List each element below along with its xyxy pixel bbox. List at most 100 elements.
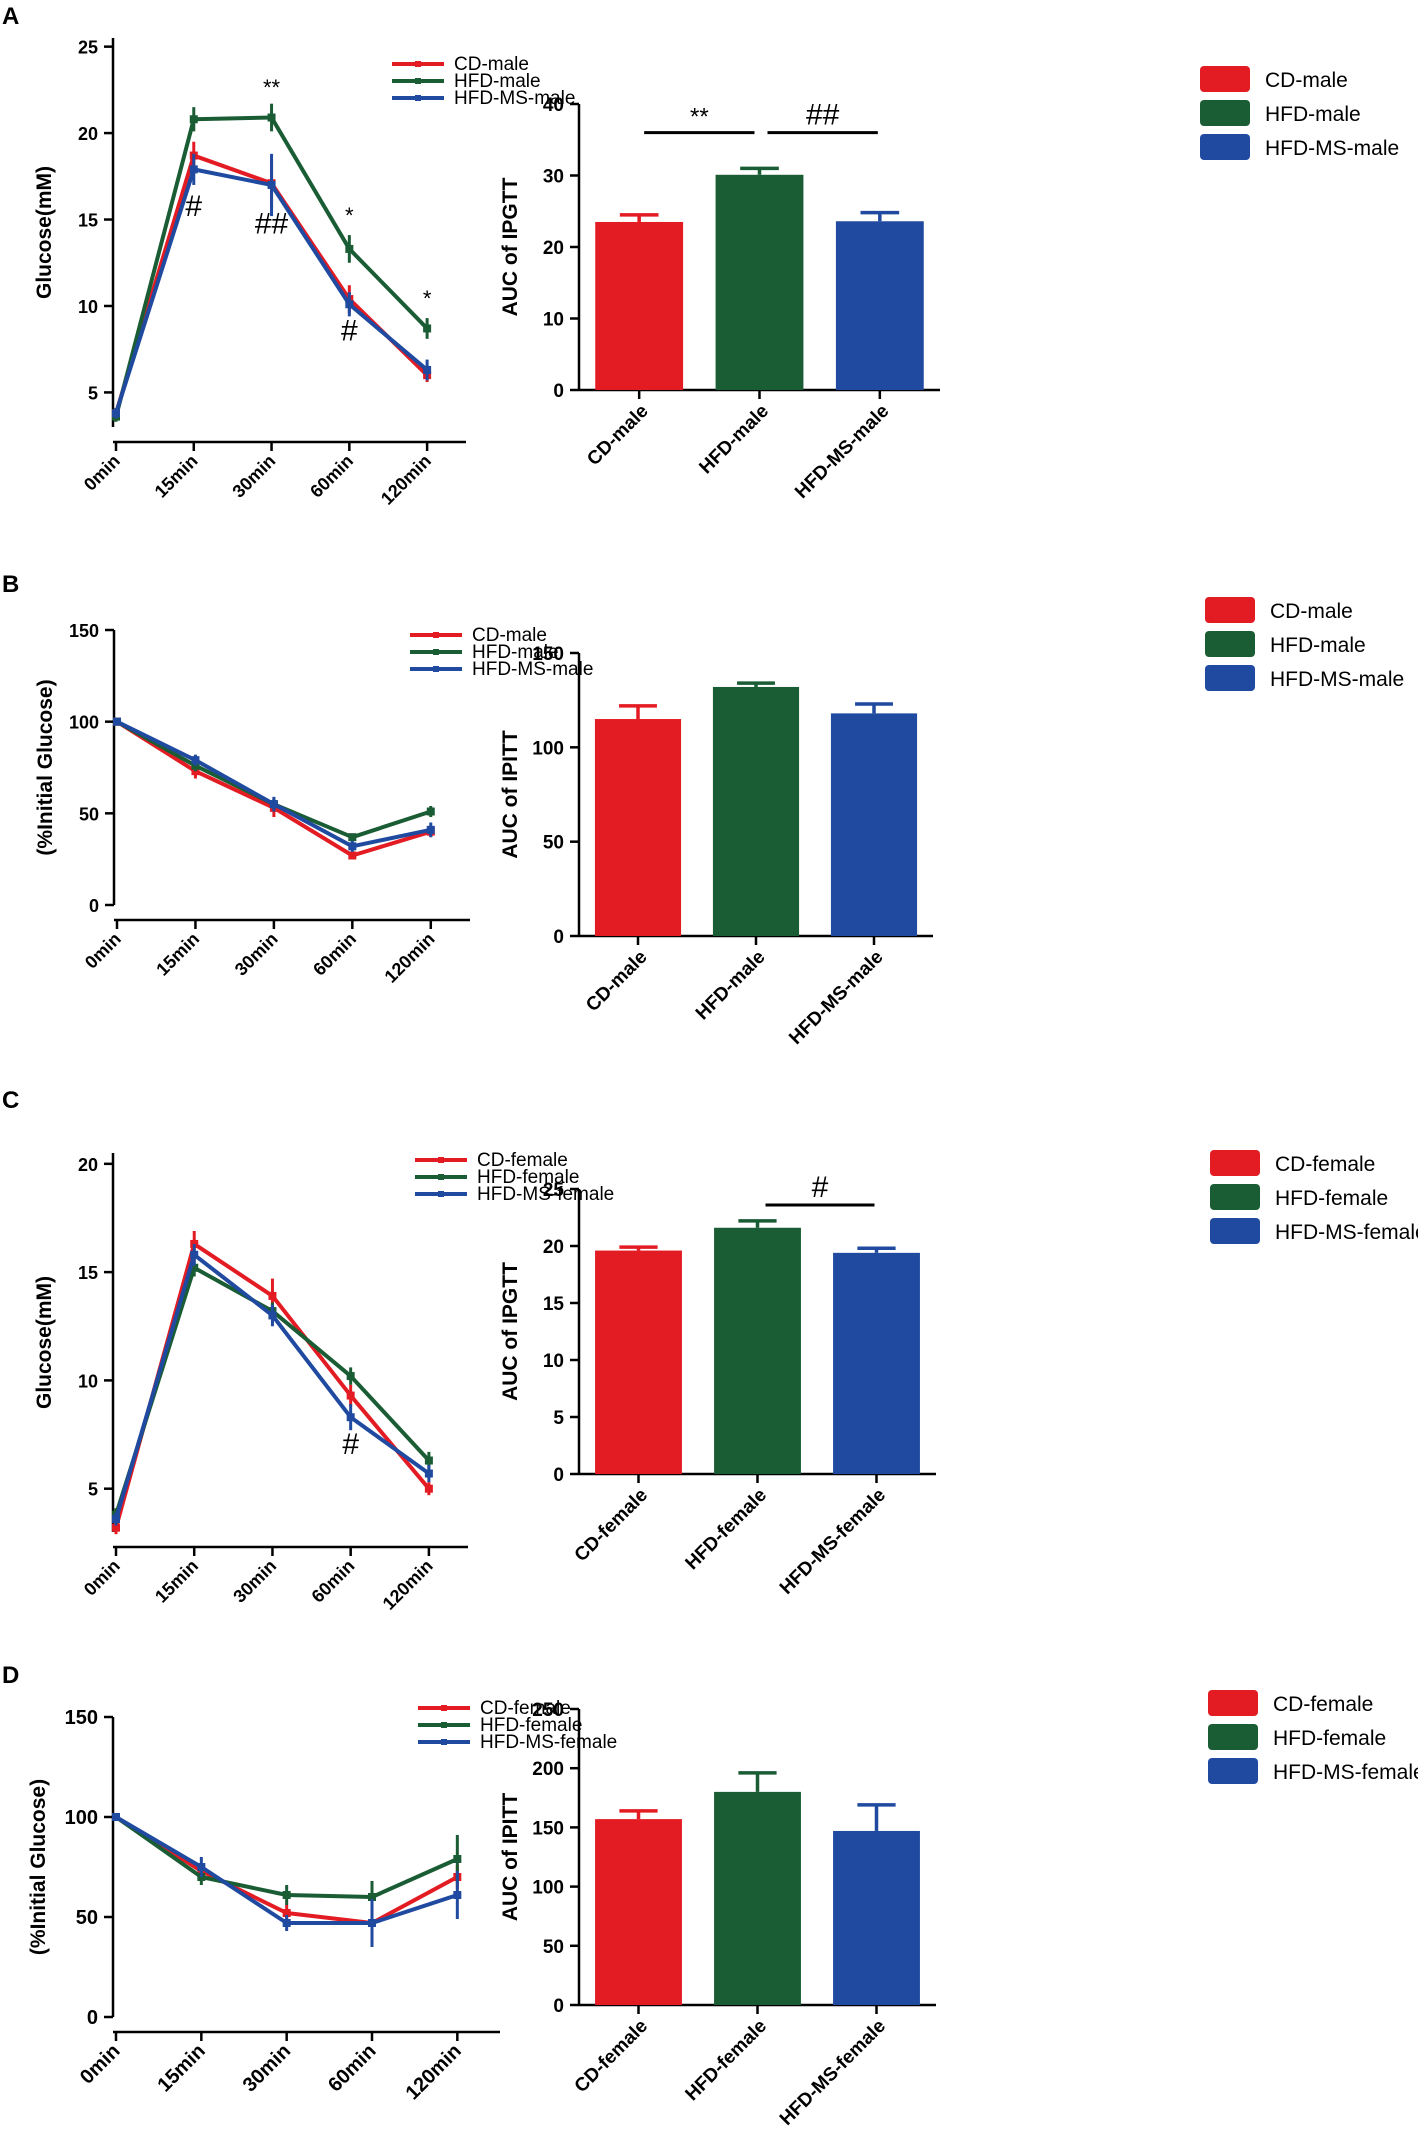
- panel-a-line-y-tick-label-20: 20: [78, 124, 98, 144]
- panel-c-bar-x-tick-label-hfd-ms-female: HFD-MS-female: [776, 1485, 890, 1599]
- panel-label-c: C: [2, 1087, 19, 1114]
- panel-a-line-point-hfd-male-1: [189, 115, 198, 124]
- panel-a-line-annotation-0: #: [185, 190, 202, 223]
- panel-b-bar-bar-hfd-ms-male: [830, 713, 918, 936]
- panel-a-line-legend-label-hfd-ms-male: HFD-MS-male: [454, 88, 575, 109]
- panel-b-line-legend-marker-hfd-male: [433, 649, 439, 655]
- panel-d-bar-legend-label-hfd-ms-female: HFD-MS-female: [1273, 1761, 1418, 1784]
- panel-d-bar-legend-swatch-cd-female: [1208, 1690, 1258, 1716]
- panel-b-line-y-tick-label-50: 50: [79, 804, 99, 824]
- panel-c-line-point-hfd-female-3: [346, 1372, 355, 1381]
- panel-a-bar-legend-label-hfd-male: HFD-male: [1265, 103, 1361, 126]
- panel-a-line-y-tick-label-10: 10: [78, 297, 98, 317]
- panel-a-line-point-hfd-ms-male-2: [267, 180, 276, 189]
- panel-b-bar-legend-swatch-hfd-male: [1205, 631, 1255, 657]
- panel-a-line-x-tick-label-60min: 60min: [306, 451, 357, 502]
- panel-b-bar-y-tick-label-100: 100: [532, 738, 564, 759]
- panel-c-line-point-hfd-ms-female-0: [112, 1515, 120, 1524]
- panel-a-bar-y-tick-label-20: 20: [543, 238, 564, 259]
- panel-c-bar-legend-label-hfd-ms-female: HFD-MS-female: [1275, 1221, 1418, 1244]
- panel-a-bar-legend-swatch-hfd-male: [1200, 100, 1250, 126]
- panel-c-line-point-cd-female-3: [346, 1391, 355, 1400]
- panel-d-bar-legend-swatch-hfd-female: [1208, 1724, 1258, 1750]
- panel-b-line-x-tick-label-60min: 60min: [309, 929, 360, 980]
- panel-b-bar-legend-label-hfd-male: HFD-male: [1270, 634, 1366, 657]
- panel-c-bar-y-tick-label-15: 15: [543, 1294, 565, 1315]
- panel-c-bar-legend-swatch-hfd-female: [1210, 1184, 1260, 1210]
- panel-c-line-y-tick-label-20: 20: [78, 1155, 98, 1175]
- panel-c-line-x-tick-label-0min: 0min: [80, 1556, 124, 1600]
- panel-c-line-x-tick-label-60min: 60min: [308, 1556, 359, 1607]
- panel-c-line-legend-marker-cd-female: [438, 1157, 444, 1163]
- panel-a-line-x-tick-label-0min: 0min: [80, 451, 124, 495]
- panel-b-bar-x-tick-label-hfd-ms-male: HFD-MS-male: [785, 947, 887, 1049]
- panel-a-bar-y-tick-label-0: 0: [553, 381, 564, 402]
- panel-a-line-x-tick-label-120min: 120min: [377, 451, 435, 509]
- panel-a-line-legend-label-cd-male: CD-male: [454, 54, 529, 75]
- panel-c-line-legend-label-hfd-female: HFD-female: [477, 1167, 579, 1188]
- panel-d-line-point-hfd-ms-female-4: [453, 1891, 462, 1899]
- panel-c-bar-bar-hfd-ms-female: [833, 1252, 920, 1474]
- panel-a-line-annotation-4: #: [341, 315, 358, 348]
- panel-d-line-point-hfd-female-3: [368, 1893, 376, 1901]
- panel-c-line-point-hfd-female-1: [190, 1263, 199, 1272]
- panel-d-line-point-hfd-ms-female-3: [368, 1919, 376, 1927]
- panel-d-bar-y-tick-label-200: 200: [532, 1759, 564, 1780]
- panel-d-line-point-hfd-ms-female-2: [282, 1919, 291, 1927]
- panel-d-line-x-tick-label-30min: 30min: [239, 2040, 295, 2096]
- panel-c-bar-legend-label-hfd-female: HFD-female: [1275, 1187, 1388, 1210]
- panel-b-bar-bar-cd-male: [594, 719, 682, 936]
- panel-c-bar-y-tick-label-0: 0: [553, 1465, 564, 1486]
- panel-b-line-y-tick-label-0: 0: [89, 896, 99, 916]
- panel-c-line-x-tick-label-120min: 120min: [379, 1556, 437, 1614]
- panel-d-bar-legend-label-cd-female: CD-female: [1273, 1693, 1373, 1716]
- panel-b-line-legend-marker-hfd-ms-male: [433, 666, 439, 672]
- panel-c-line-y-axis-label: Glucose(mM): [33, 1276, 56, 1409]
- panel-c-line-legend-marker-hfd-female: [438, 1174, 444, 1180]
- panel-a-bar-y-tick-label-40: 40: [543, 95, 564, 116]
- panel-a-bar-bar-cd-male: [595, 221, 684, 390]
- panel-b-bar-legend-swatch-cd-male: [1205, 597, 1255, 623]
- panel-b-line-point-hfd-ms-male-2: [269, 800, 278, 809]
- panel-c-bar-y-tick-label-20: 20: [543, 1237, 564, 1258]
- panel-a-line-legend-marker-hfd-male: [415, 78, 421, 84]
- panel-b-line-point-hfd-male-4: [426, 807, 435, 816]
- panel-c-line-annotation-0: #: [342, 1428, 359, 1461]
- panel-d-line-legend-label-hfd-ms-female: HFD-MS-female: [480, 1732, 617, 1753]
- panel-a-bar-bar-hfd-male: [715, 174, 804, 390]
- panel-a-line-x-tick-label-30min: 30min: [228, 451, 279, 502]
- panel-a-bar-x-tick-label-cd-male: CD-male: [583, 401, 652, 470]
- panel-d-line-y-tick-label-0: 0: [87, 2007, 98, 2029]
- panel-b-bar-legend-label-hfd-ms-male: HFD-MS-male: [1270, 668, 1404, 691]
- panel-d-line-legend-marker-hfd-ms-female: [441, 1739, 447, 1745]
- panel-d-line-x-tick-label-0min: 0min: [76, 2040, 125, 2089]
- panel-a-line-annotation-5: *: [423, 286, 432, 311]
- panel-b-line-point-hfd-male-3: [348, 833, 357, 842]
- panel-d-line-y-tick-label-100: 100: [65, 1807, 98, 1829]
- panel-a-line-point-hfd-male-3: [345, 244, 354, 253]
- panel-d-line-legend-marker-hfd-female: [441, 1722, 447, 1728]
- panel-d-line-legend-marker-cd-female: [441, 1705, 447, 1711]
- panel-b-line-series-cd-male: [115, 719, 432, 858]
- panel-a-bar-x-tick-label-hfd-male: HFD-male: [695, 401, 773, 479]
- panel-c-bar-legend-swatch-hfd-ms-female: [1210, 1218, 1260, 1244]
- panel-b-bar-legend-swatch-hfd-ms-male: [1205, 665, 1255, 691]
- panel-d-line-legend-label-cd-female: CD-female: [480, 1698, 571, 1719]
- panel-a-line-annotation-2: ##: [255, 207, 289, 240]
- panel-a-line-annotation-1: **: [263, 75, 281, 100]
- panel-d-bar-bar-cd-female: [595, 1819, 682, 2005]
- panel-b-bar-y-tick-label-0: 0: [553, 927, 564, 948]
- panel-b-bar-bar-hfd-male: [712, 686, 800, 936]
- panel-a-line-annotation-3: *: [345, 203, 354, 228]
- panel-c-line-legend-label-cd-female: CD-female: [477, 1150, 568, 1171]
- panel-d-bar-legend-swatch-hfd-ms-female: [1208, 1758, 1258, 1784]
- panel-c-line-point-hfd-ms-female-4: [424, 1469, 433, 1478]
- panel-d-line-point-hfd-female-2: [282, 1891, 291, 1899]
- panel-b-line-y-axis-label: (%Initial Glucose): [34, 679, 57, 855]
- panel-b-line-legend-label-hfd-ms-male: HFD-MS-male: [472, 659, 593, 680]
- panel-c-bar-legend-label-cd-female: CD-female: [1275, 1153, 1375, 1176]
- panel-c-bar-x-tick-label-hfd-female: HFD-female: [682, 1485, 772, 1575]
- panel-a-bar-legend-swatch-hfd-ms-male: [1200, 134, 1250, 160]
- panel-c-bar-x-tick-label-cd-female: CD-female: [571, 1485, 652, 1566]
- panel-c-bar-y-axis-label: AUC of IPGTT: [499, 1262, 522, 1401]
